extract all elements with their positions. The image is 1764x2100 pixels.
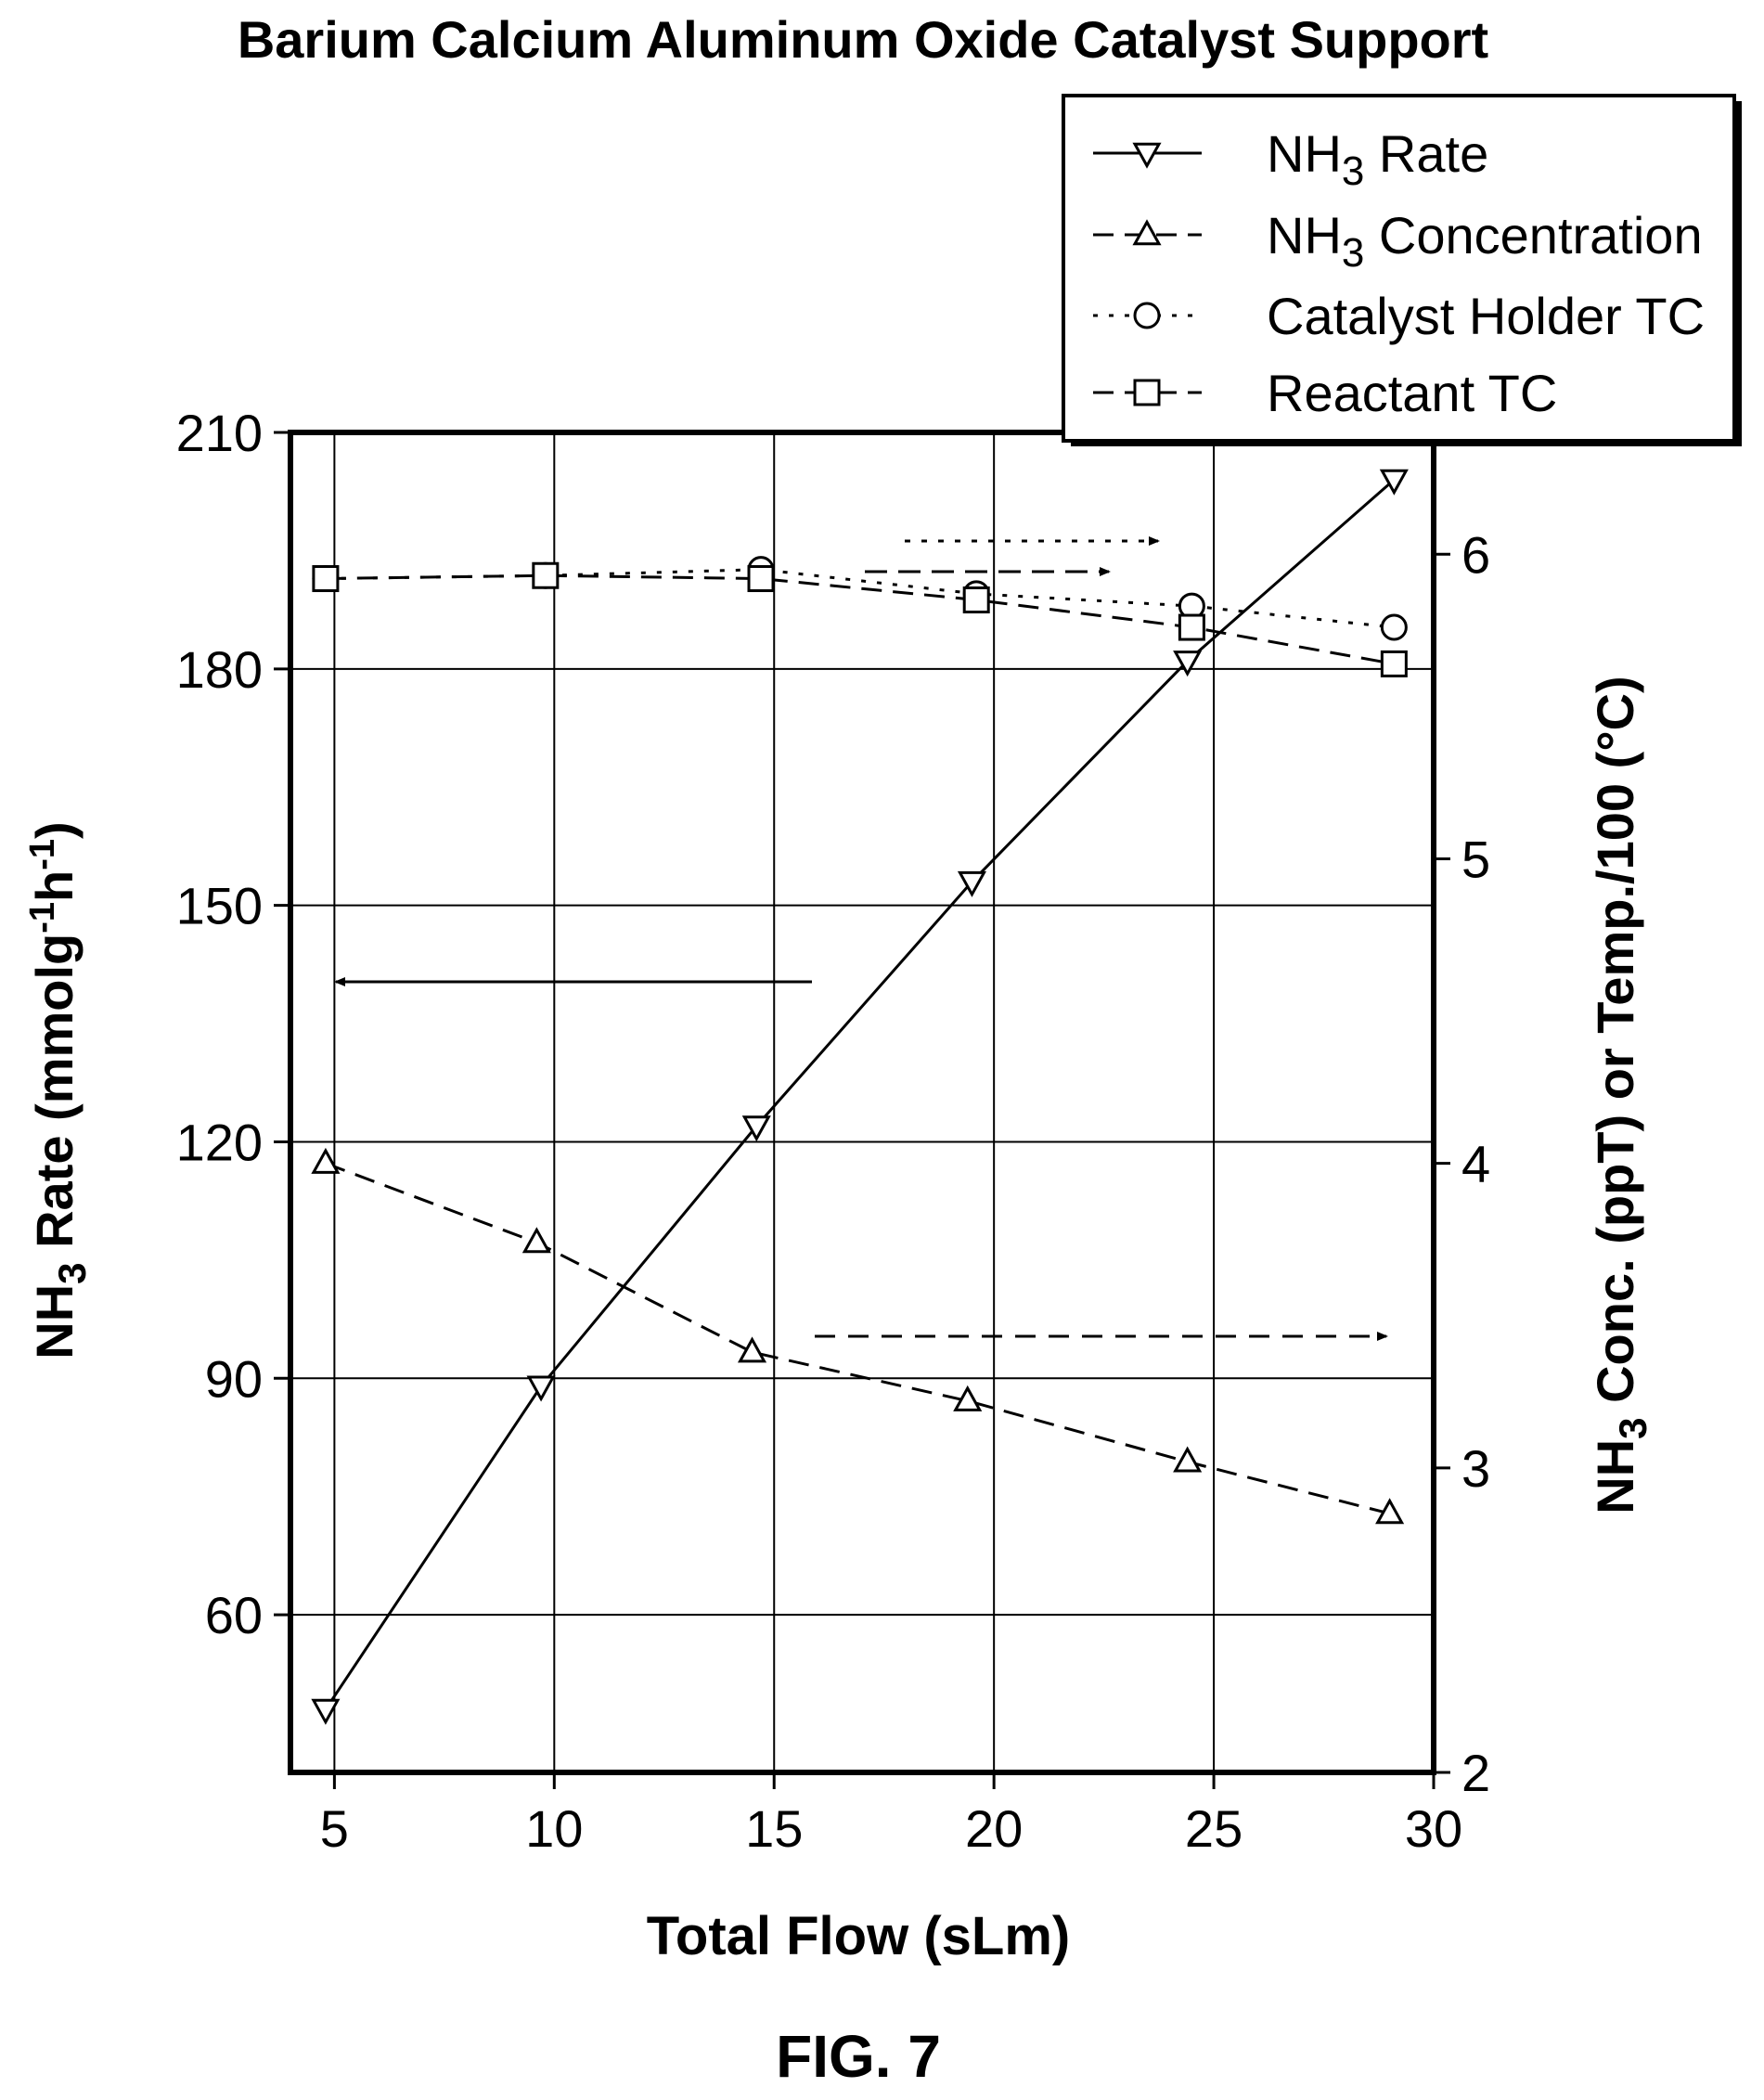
legend-marker-0 (1132, 142, 1162, 169)
grid-lines (290, 432, 1434, 1772)
legend-label-2: Catalyst Holder TC (1267, 287, 1705, 345)
legend-marker-2 (1133, 302, 1161, 329)
series-line-2 (325, 568, 1395, 629)
legend-label-rest-0: Rate (1364, 124, 1488, 183)
legend-marker-1 (1132, 219, 1162, 246)
left-y-label-mid: h (25, 870, 84, 902)
plot-frame (288, 430, 1436, 1775)
x-tick-label-3: 20 (965, 1799, 1023, 1858)
series-3-point-4 (1178, 613, 1205, 641)
x-axis-ticks: 5 10 15 20 25 30 (320, 1772, 1462, 1858)
series-1-point-0 (311, 1147, 341, 1174)
series-3-point-5 (1380, 650, 1408, 677)
series-3-point-0 (312, 565, 340, 593)
series-3-point-2 (747, 565, 775, 593)
left-y-tick-label-2: 120 (176, 1113, 263, 1171)
series-0-point-5 (1379, 469, 1409, 496)
x-tick-label-0: 5 (320, 1799, 349, 1858)
series-line-0 (324, 478, 1396, 1710)
left-y-tick-label-4: 180 (176, 640, 263, 699)
right-y-axis-ticks: 2 3 4 5 6 (1434, 525, 1490, 1802)
right-y-tick-label-2: 4 (1461, 1135, 1490, 1193)
x-tick-label-1: 10 (525, 1799, 583, 1858)
right-y-label-main: NH (1586, 1439, 1644, 1514)
right-y-tick-label-0: 2 (1461, 1744, 1490, 1802)
right-y-tick-label-1: 3 (1461, 1439, 1490, 1498)
series-3-point-1 (532, 561, 560, 589)
axis-indicator-arrows (334, 536, 1388, 1341)
left-y-axis-ticks: 60 90 120 150 180 210 (176, 404, 290, 1644)
legend-label-main-2: Catalyst Holder TC (1267, 287, 1705, 345)
series-2 (312, 556, 1408, 641)
figure-label: FIG. 7 (776, 2023, 941, 2090)
right-y-tick-label-4: 6 (1461, 525, 1490, 584)
left-y-axis-label: NH3 Rate (mmolg-1h-1) (23, 821, 94, 1359)
series-line-3 (325, 573, 1395, 665)
left-y-label-superscript-2: -1 (23, 839, 62, 870)
series-3 (312, 561, 1408, 677)
left-y-label-superscript-1: -1 (23, 902, 62, 934)
series-2-point-5 (1380, 613, 1408, 641)
series-1-point-1 (521, 1227, 551, 1254)
series-0-point-3 (957, 870, 987, 897)
right-y-tick-label-3: 5 (1461, 830, 1490, 888)
series-1-point-5 (1375, 1498, 1405, 1525)
right-y-label-subscript: 3 (1611, 1417, 1655, 1438)
legend-label-sub-1: 3 (1342, 230, 1364, 276)
legend-label-sub-0: 3 (1342, 148, 1364, 194)
series-1-point-2 (737, 1336, 767, 1363)
series-1 (311, 1147, 1405, 1525)
series-0-point-0 (311, 1698, 341, 1725)
series-0-point-2 (741, 1115, 771, 1142)
left-y-label-end: ) (25, 821, 84, 839)
legend-label-3: Reactant TC (1267, 364, 1557, 422)
plot-axes (288, 430, 1436, 1775)
x-tick-label-5: 30 (1405, 1799, 1462, 1858)
legend-label-rest-1: Concentration (1364, 206, 1702, 264)
left-y-label-rest: Rate (mmolg (25, 934, 84, 1263)
legend-label-0: NH3 Rate (1267, 124, 1488, 194)
series-0-point-4 (1173, 651, 1203, 677)
left-y-tick-label-1: 90 (205, 1349, 263, 1408)
series-line-1 (325, 1162, 1390, 1515)
legend-marker-3 (1133, 379, 1161, 406)
left-y-label-subscript: 3 (50, 1262, 94, 1283)
series-3-point-3 (962, 586, 990, 613)
left-y-label-main: NH (25, 1284, 84, 1359)
legend-label-main-0: NH (1267, 124, 1342, 183)
x-tick-label-2: 15 (745, 1799, 803, 1858)
series-0-point-1 (526, 1375, 556, 1402)
legend-label-main-1: NH (1267, 206, 1342, 264)
right-y-label-rest: Conc. (ppT) or Temp./100 (°C) (1586, 676, 1644, 1417)
x-tick-label-4: 25 (1185, 1799, 1243, 1858)
left-y-tick-label-3: 150 (176, 877, 263, 935)
legend-label-1: NH3 Concentration (1267, 206, 1703, 276)
x-axis-label: Total Flow (sLm) (647, 1906, 1070, 1966)
left-y-tick-label-5: 210 (176, 404, 263, 462)
right-y-axis-label: NH3 Conc. (ppT) or Temp./100 (°C) (1586, 676, 1655, 1514)
left-y-tick-label-0: 60 (205, 1586, 263, 1644)
series-1-point-4 (1173, 1446, 1203, 1473)
series-1-point-3 (953, 1385, 983, 1411)
series-0 (311, 469, 1409, 1725)
legend-label-main-3: Reactant TC (1267, 364, 1557, 422)
series-layer (311, 469, 1409, 1725)
chart-title: Barium Calcium Aluminum Oxide Catalyst S… (238, 10, 1488, 69)
